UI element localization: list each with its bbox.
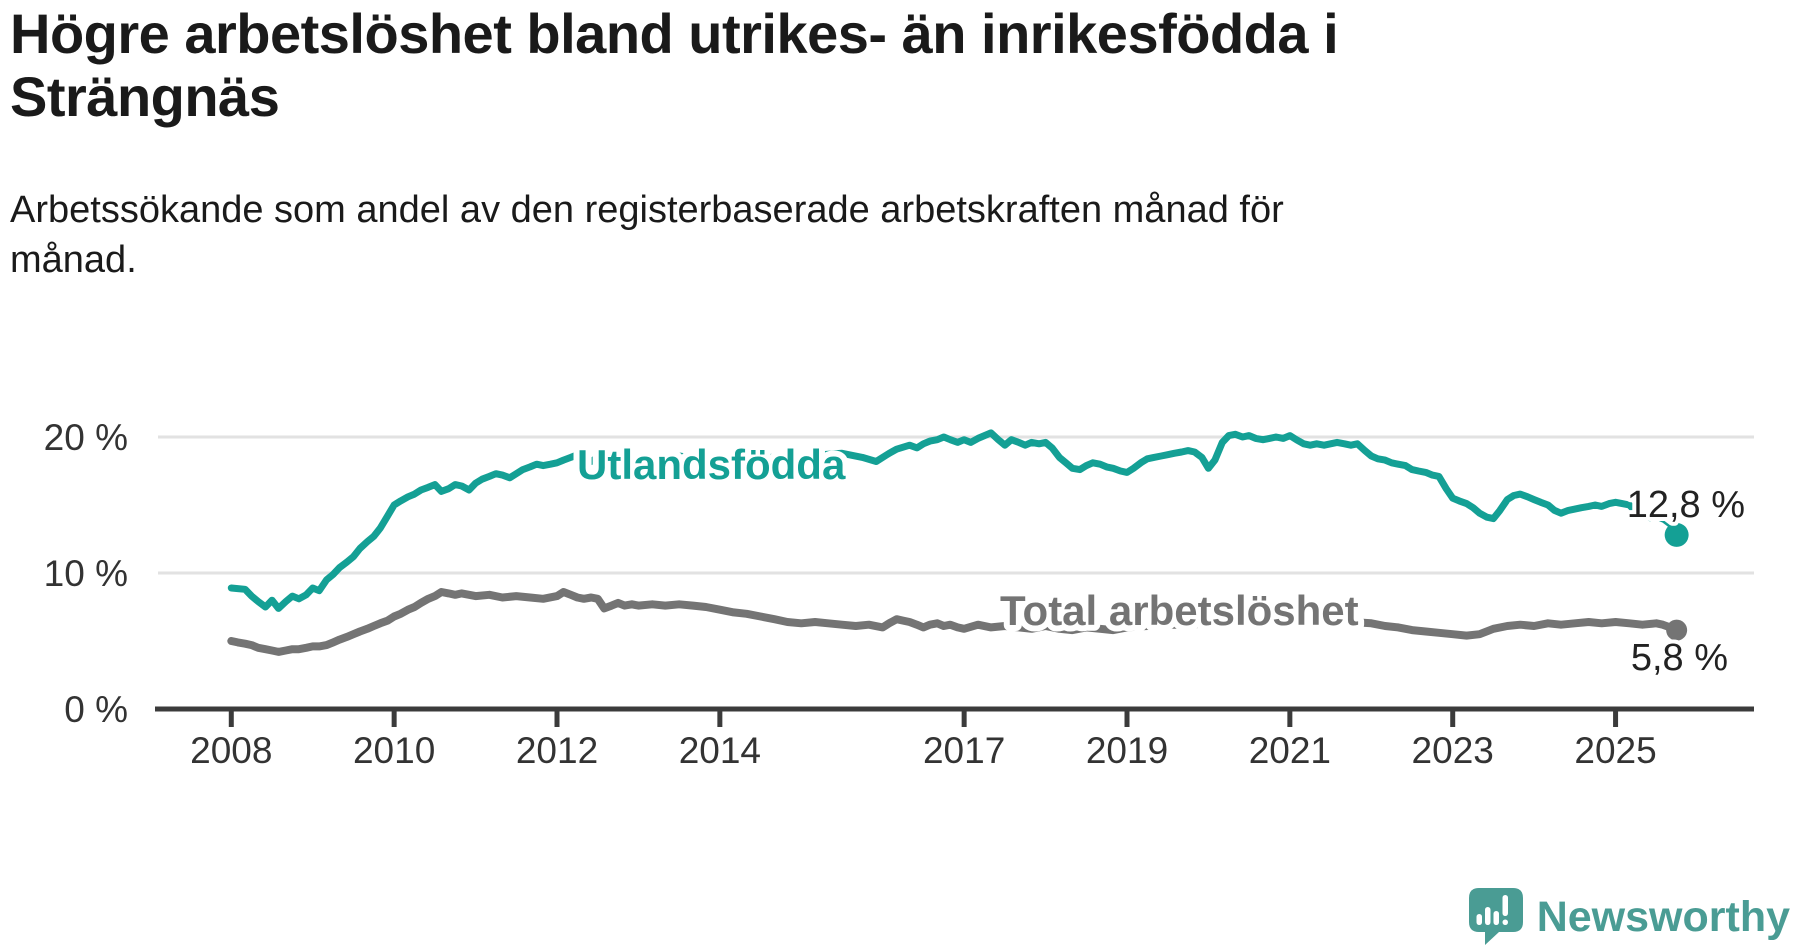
x-axis-label-2017: 2017 bbox=[923, 730, 1005, 771]
newsworthy-bar-chart-bubble-icon bbox=[1468, 888, 1523, 945]
subtitle-line1: Arbetssökande som andel av den registerb… bbox=[10, 188, 1284, 231]
title-line1: Högre arbetslöshet bland utrikes- än inr… bbox=[10, 2, 1339, 65]
x-axis-label-2012: 2012 bbox=[516, 730, 598, 771]
x-axis-label-2008: 2008 bbox=[190, 730, 272, 771]
y-axis-label-0: 0 % bbox=[64, 689, 128, 730]
series-label-utlandsfodda: Utlandsfödda bbox=[577, 441, 846, 488]
x-axis-label-2014: 2014 bbox=[679, 730, 761, 771]
x-axis-label-2010: 2010 bbox=[353, 730, 435, 771]
page-title: Högre arbetslöshet bland utrikes- än inr… bbox=[10, 2, 1570, 129]
title-line2: Strängnäs bbox=[10, 65, 280, 129]
newsworthy-wordmark: Newsworthy bbox=[1536, 892, 1790, 941]
y-axis-label-10: 10 % bbox=[44, 553, 128, 594]
chart-subtitle: Arbetssökande som andel av den registerb… bbox=[10, 185, 1570, 285]
series-line-utlandsfodda bbox=[227, 429, 1646, 612]
x-axis-label-2023: 2023 bbox=[1412, 730, 1494, 771]
x-axis-label-2019: 2019 bbox=[1086, 730, 1168, 771]
x-axis-label-2021: 2021 bbox=[1249, 730, 1331, 771]
newsworthy-logo: Newsworthy bbox=[1468, 888, 1790, 946]
x-axis-label-2025: 2025 bbox=[1574, 730, 1656, 771]
series-end-dot-total bbox=[1666, 619, 1688, 641]
series-end-dot-utlandsfodda bbox=[1664, 522, 1689, 547]
end-value-label-utlandsfodda: 12,8 % bbox=[1627, 484, 1745, 526]
header: Högre arbetslöshet bland utrikes- än inr… bbox=[10, 2, 1570, 285]
y-axis-label-20: 20 % bbox=[44, 417, 128, 458]
end-value-label-total: 5,8 % bbox=[1631, 637, 1728, 679]
series-line-total bbox=[227, 588, 1681, 656]
series-label-total: Total arbetslöshet bbox=[1000, 587, 1359, 634]
subtitle-line2: månad. bbox=[10, 238, 137, 281]
